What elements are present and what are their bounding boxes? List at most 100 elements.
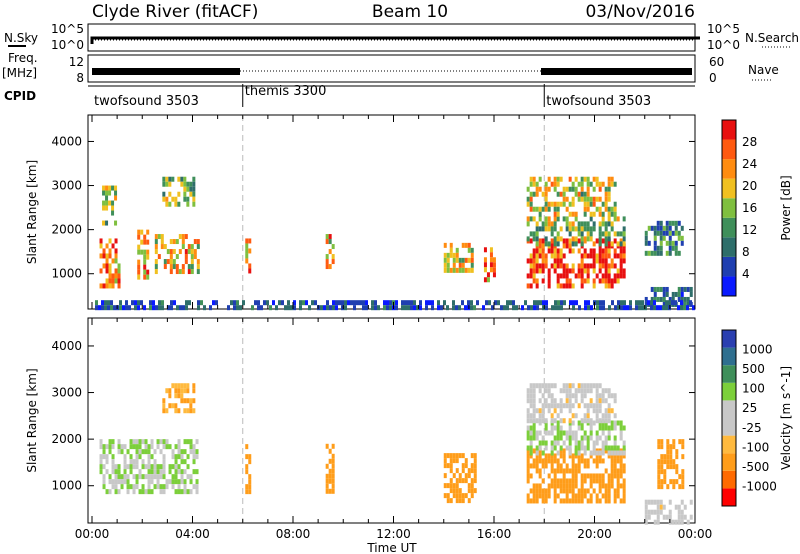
power-cell bbox=[529, 263, 533, 269]
power-cell bbox=[114, 258, 118, 264]
velocity-cell bbox=[607, 478, 611, 484]
power-cell bbox=[419, 305, 422, 311]
power-cell bbox=[102, 220, 106, 226]
velocity-cell bbox=[675, 479, 679, 485]
velocity-cell bbox=[325, 483, 329, 489]
velocity-cell bbox=[165, 484, 169, 490]
power-cell bbox=[638, 305, 641, 311]
power-cell bbox=[610, 226, 614, 232]
power-cell bbox=[140, 300, 143, 306]
velocity-cell bbox=[610, 408, 614, 414]
power-cell bbox=[659, 220, 663, 226]
power-cell bbox=[653, 240, 657, 246]
power-cell bbox=[656, 245, 660, 251]
power-cell bbox=[598, 278, 602, 284]
velocity-cell bbox=[186, 408, 190, 414]
power-cell bbox=[404, 300, 407, 306]
power-cell bbox=[335, 300, 338, 306]
velocity-cell bbox=[653, 509, 657, 515]
velocity-cell bbox=[562, 458, 566, 464]
power-cell bbox=[616, 241, 620, 247]
power-cell bbox=[108, 190, 112, 196]
power-cell bbox=[544, 206, 548, 212]
velocity-cell bbox=[598, 425, 602, 431]
power-cell bbox=[617, 305, 620, 311]
velocity-cell bbox=[657, 464, 661, 470]
power-cell bbox=[574, 176, 578, 182]
velocity-cell bbox=[102, 479, 106, 485]
power-cell bbox=[535, 258, 539, 264]
power-cell bbox=[671, 296, 675, 302]
velocity-cell bbox=[328, 488, 332, 494]
power-cell bbox=[626, 305, 629, 311]
velocity-cell bbox=[111, 469, 115, 475]
power-cell bbox=[556, 211, 560, 217]
velocity-cell bbox=[604, 440, 608, 446]
power-cell bbox=[140, 249, 144, 255]
velocity-cell bbox=[153, 464, 157, 470]
power-cell bbox=[299, 305, 302, 311]
velocity-cell bbox=[601, 458, 605, 464]
velocity-cell bbox=[183, 469, 187, 475]
velocity-cell bbox=[580, 425, 584, 431]
power-cell bbox=[607, 231, 611, 237]
velocity-cell bbox=[123, 474, 127, 480]
velocity-cell bbox=[99, 454, 103, 460]
y-tick-label: 3000 bbox=[51, 386, 82, 400]
power-cell bbox=[592, 278, 596, 284]
velocity-cell bbox=[144, 449, 148, 455]
velocity-cell bbox=[604, 413, 608, 419]
power-cell bbox=[644, 296, 648, 302]
velocity-cell bbox=[195, 439, 199, 445]
freq-trace-left bbox=[92, 68, 240, 75]
power-cell bbox=[325, 234, 329, 240]
power-cell bbox=[607, 196, 611, 202]
power-cell bbox=[662, 296, 666, 302]
velocity-cell bbox=[186, 388, 190, 394]
velocity-cell bbox=[604, 425, 608, 431]
power-cell bbox=[647, 300, 650, 306]
power-cell bbox=[443, 300, 446, 306]
velocity-cell bbox=[622, 463, 626, 469]
power-cell bbox=[677, 235, 681, 241]
power-cell bbox=[602, 305, 605, 311]
power-cell bbox=[172, 249, 176, 255]
power-cell bbox=[146, 269, 150, 275]
power-cell bbox=[114, 190, 118, 196]
power-cell bbox=[598, 231, 602, 237]
power-cell bbox=[541, 206, 545, 212]
velocity-cell bbox=[607, 445, 611, 451]
velocity-cell bbox=[153, 449, 157, 455]
velocity-cell bbox=[117, 479, 121, 485]
velocity-cell bbox=[689, 499, 693, 505]
velocity-cell bbox=[607, 388, 611, 394]
velocity-cell bbox=[470, 468, 474, 474]
power-cell bbox=[607, 273, 611, 279]
velocity-cell bbox=[532, 498, 536, 504]
velocity-cell bbox=[574, 478, 578, 484]
velocity-cell bbox=[538, 468, 542, 474]
velocity-cell bbox=[192, 444, 196, 450]
velocity-cell bbox=[613, 463, 617, 469]
velocity-cell bbox=[586, 458, 590, 464]
nsky-tick-top: 10^5 bbox=[51, 22, 84, 36]
velocity-cell bbox=[613, 440, 617, 446]
power-cell bbox=[532, 253, 536, 259]
power-cell bbox=[653, 291, 657, 297]
velocity-cell bbox=[538, 388, 542, 394]
power-cell bbox=[187, 244, 191, 250]
velocity-cell bbox=[586, 463, 590, 469]
velocity-cell bbox=[559, 408, 563, 414]
velocity-cell bbox=[601, 393, 605, 399]
power-cell bbox=[287, 300, 290, 306]
power-cell bbox=[562, 216, 566, 222]
velocity-cell bbox=[562, 383, 566, 389]
velocity-cell bbox=[601, 483, 605, 489]
power-cell bbox=[189, 186, 193, 192]
velocity-cell bbox=[443, 473, 447, 479]
velocity-cell bbox=[565, 478, 569, 484]
velocity-cell bbox=[156, 469, 160, 475]
velocity-cell bbox=[672, 484, 676, 490]
power-cell bbox=[604, 231, 608, 237]
velocity-colorbar-tick: -25 bbox=[742, 421, 762, 435]
